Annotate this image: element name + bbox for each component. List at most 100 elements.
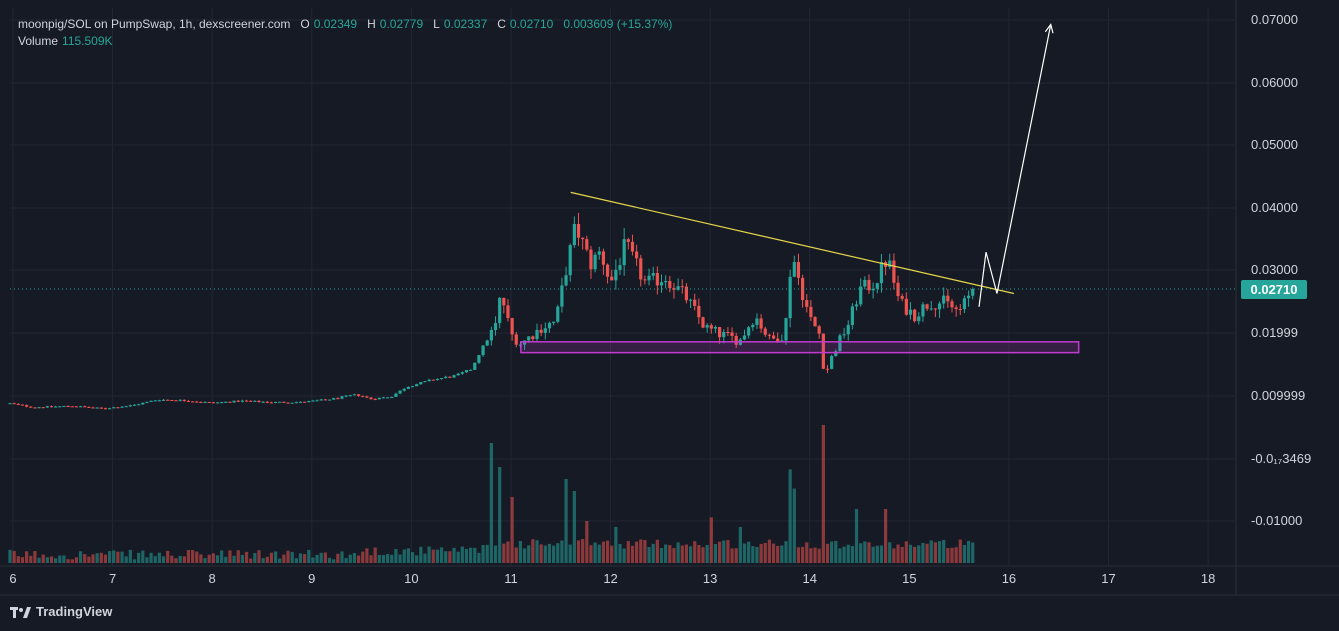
volume-bar	[356, 555, 361, 563]
candle-body	[937, 303, 942, 310]
volume-bar	[527, 545, 531, 563]
volume-bar	[647, 547, 651, 563]
volume-bar	[460, 546, 464, 563]
volume-bar	[352, 552, 357, 563]
volume-bar	[846, 544, 850, 563]
axes[interactable]: 0.07000 0.06000 0.05000 0.04000 0.03000 0.019…	[0, 0, 1339, 596]
last-price-tag: 0.02710	[1241, 280, 1307, 299]
symbol-title[interactable]: moonpig/SOL on PumpSwap, 1h, dexscreener…	[18, 17, 291, 31]
candle-body	[373, 399, 377, 401]
x-tick-label: 18	[1201, 571, 1215, 586]
candle-body	[867, 279, 871, 291]
candle-body	[298, 401, 303, 403]
volume-bar	[431, 549, 435, 563]
candle-body	[224, 401, 228, 403]
candle-body	[99, 407, 103, 409]
candle-body	[45, 406, 49, 408]
candle-body	[315, 400, 319, 402]
candle-body	[966, 295, 971, 299]
candle-body	[535, 329, 539, 340]
volume-bar	[265, 556, 269, 563]
candle-body	[614, 269, 618, 281]
volume-bar	[128, 549, 132, 563]
candle-body	[112, 407, 116, 409]
candle-body	[510, 318, 514, 335]
volume-bar	[112, 550, 116, 563]
trendline[interactable]	[570, 191, 1015, 295]
candle-body	[423, 381, 427, 383]
volume-bar	[510, 497, 514, 563]
volume-bar	[369, 555, 373, 563]
volume-bar	[448, 551, 452, 563]
candle-body	[651, 273, 655, 276]
volume-bar	[182, 556, 186, 563]
annotations[interactable]	[10, 23, 1236, 354]
candle-body	[83, 406, 87, 408]
volume-bar	[45, 557, 49, 563]
candle-body	[456, 373, 460, 376]
volume-bar	[456, 551, 460, 563]
candle-body	[547, 322, 552, 329]
volume-bar	[249, 558, 253, 563]
candle-body	[66, 406, 70, 408]
candle-body	[419, 382, 423, 385]
candle-body	[854, 304, 859, 307]
volume-bar	[564, 479, 568, 563]
candle-body	[431, 379, 435, 381]
volume-bar	[294, 558, 298, 563]
candle-body	[709, 325, 713, 329]
volume-bar	[958, 539, 962, 563]
candle-body	[182, 399, 186, 401]
candle-body	[278, 401, 282, 403]
volume-bar	[539, 544, 543, 563]
volume-bar	[883, 509, 888, 563]
volume-bar	[755, 546, 759, 563]
volume-bar	[286, 550, 290, 563]
candle-body	[12, 403, 16, 405]
volume-bar	[91, 554, 95, 563]
volume-bar	[33, 551, 37, 563]
volume-bar	[8, 549, 12, 563]
candle-body	[74, 406, 78, 408]
volume-label: Volume	[18, 34, 59, 48]
candle-body	[705, 325, 709, 328]
candle-body	[348, 395, 352, 397]
support-zone-rect[interactable]	[520, 341, 1080, 354]
volume-bar	[572, 491, 576, 563]
candle-body	[323, 399, 327, 401]
volume-bar	[892, 548, 896, 563]
tradingview-attribution[interactable]: TradingView	[10, 604, 112, 619]
volume-bar	[199, 554, 203, 563]
volume-bar	[282, 554, 286, 563]
volume-bar	[452, 547, 456, 563]
volume-bar	[543, 545, 547, 563]
candle-body	[946, 295, 950, 302]
candle-body	[489, 330, 493, 341]
candle-body	[493, 323, 498, 331]
volume-bar	[784, 541, 788, 563]
volume-bar	[747, 541, 751, 563]
candle-body	[871, 288, 875, 291]
volume-bar	[518, 541, 523, 563]
volume-bar	[303, 554, 307, 563]
candle-body	[531, 336, 535, 340]
candle-body	[543, 328, 547, 333]
volume-bar	[332, 559, 336, 563]
volume-bar	[751, 546, 755, 563]
volume-bar	[726, 540, 730, 563]
candle-body	[925, 304, 929, 309]
volume-bar	[107, 551, 112, 563]
candle-body	[560, 285, 564, 307]
projection-path[interactable]	[978, 24, 1052, 307]
volume-bar	[348, 554, 352, 563]
candle-body	[265, 401, 269, 403]
x-tick-label: 8	[209, 571, 216, 586]
volume-bar	[74, 557, 78, 563]
volume-bar	[942, 539, 946, 563]
volume-bar	[597, 544, 601, 563]
candle-body	[892, 260, 896, 283]
volume-bar	[398, 554, 402, 563]
candle-body	[809, 306, 813, 318]
